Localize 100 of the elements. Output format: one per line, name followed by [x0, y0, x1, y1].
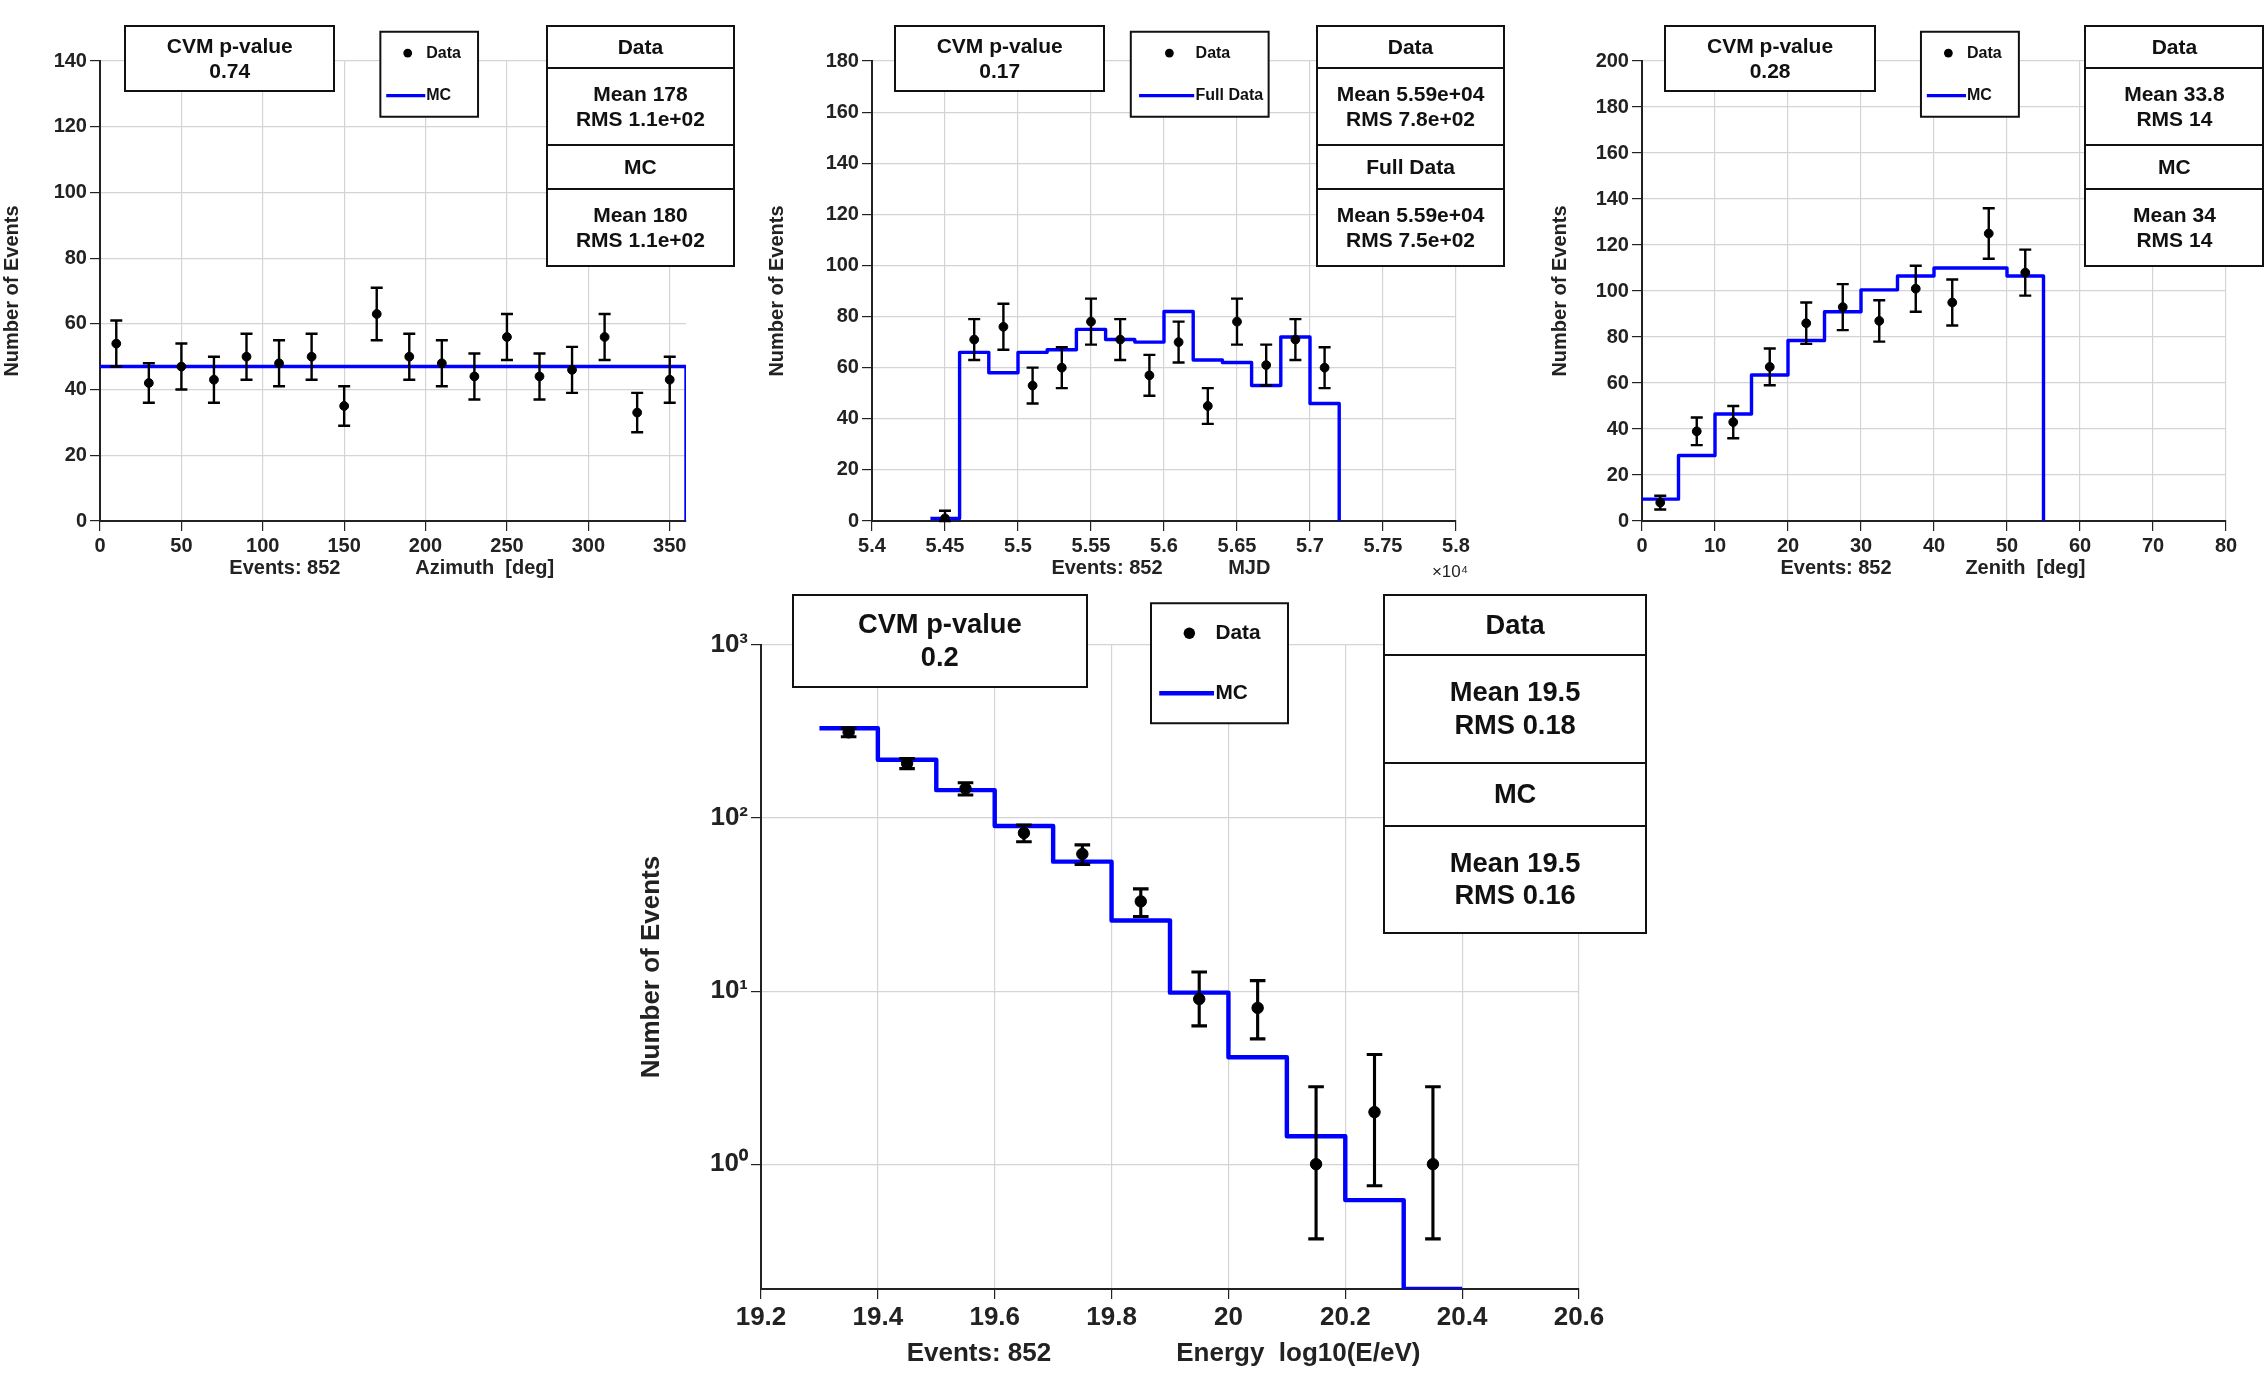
statistics-table: Data Mean 19.5 RMS 0.18 MC Mean 19.5 RMS 0.16	[1382, 593, 1648, 935]
y-tick-label: 120	[53, 114, 87, 137]
annotation: Mean 180 RMS 1.1e+02	[546, 190, 735, 267]
x-tick-label: 20.2	[1319, 1300, 1371, 1331]
x-tick-label: 70	[2141, 533, 2165, 556]
y-tick-label: 20	[1606, 462, 1629, 485]
y-tick-label: 180	[1595, 94, 1629, 117]
x-tick-label: 20	[1776, 533, 1800, 556]
x-axis-title: Azimuth [deg]	[415, 555, 555, 578]
y-axis-title: Number of Events	[634, 855, 665, 1079]
x-tick-label: 5.7	[1296, 533, 1324, 556]
y-axis-title: Number of Events	[0, 205, 22, 377]
x-tick-label: 5.4	[858, 533, 887, 556]
y-tick-label: 0	[847, 508, 859, 531]
y-tick-label: 20	[64, 442, 87, 465]
legend-label: MC	[1215, 679, 1248, 703]
p-value-box: CVM p-value 0.74	[124, 24, 336, 92]
x-tick-label: 5.8	[1442, 533, 1470, 556]
x-tick-label: 250	[490, 533, 524, 556]
x-tick-label: 19.4	[852, 1300, 904, 1331]
x-tick-label: 350	[653, 533, 687, 556]
y-tick-label: 100	[1595, 278, 1629, 301]
statistics-table: Data Mean 178 RMS 1.1e+02 MC Mean 180 RMS 1.1e+02	[546, 24, 735, 267]
y-tick-label: 0	[1617, 508, 1629, 531]
y-tick-label: 140	[825, 150, 859, 173]
x-tick-label: 19.2	[735, 1300, 787, 1331]
y-tick-label: 10²	[710, 801, 749, 832]
x-tick-label: 5.6	[1150, 533, 1178, 556]
p-value-box: CVM p-value 0.28	[1663, 24, 1877, 92]
p-value-box: CVM p-value 0.17	[893, 24, 1106, 92]
text: Events: 852	[1051, 555, 1163, 578]
y-tick-label: 40	[64, 377, 87, 400]
y-tick-label: 60	[836, 355, 859, 378]
y-tick-label: 120	[825, 201, 859, 224]
annotation: Mean 34 RMS 14	[2084, 190, 2265, 267]
annotation: Mean 33.8 RMS 14	[2084, 69, 2265, 146]
text: Events: 852	[1780, 555, 1892, 578]
annotation: MC	[1382, 763, 1648, 827]
x-axis-title: MJD	[1228, 555, 1271, 578]
annotation: Mean 178 RMS 1.1e+02	[546, 69, 735, 146]
x-tick-label: 0	[1636, 533, 1648, 556]
x-tick-label: 0	[94, 533, 106, 556]
annotation: Mean 5.59e+04 RMS 7.5e+02	[1316, 190, 1505, 267]
y-tick-label: 120	[1595, 232, 1629, 255]
p-value-box: CVM p-value 0.2	[791, 593, 1089, 689]
text: Events: 852	[906, 1336, 1052, 1367]
y-tick-label: 40	[1606, 416, 1629, 439]
y-axis-title: Number of Events	[764, 205, 787, 377]
y-tick-label: 160	[825, 99, 859, 122]
legend-label: Full Data	[1195, 85, 1264, 103]
x-tick-label: 19.6	[969, 1300, 1021, 1331]
y-tick-label: 140	[1595, 186, 1629, 209]
x-tick-label: 30	[1849, 533, 1873, 556]
legend-label: Data	[1215, 619, 1261, 643]
y-tick-label: 100	[825, 252, 859, 275]
y-tick-label: 20	[836, 457, 859, 480]
y-tick-label: 100	[53, 179, 87, 202]
x-tick-label: 19.8	[1086, 1300, 1137, 1331]
x-tick-label: 5.5	[1004, 533, 1032, 556]
y-tick-label: 80	[1606, 324, 1629, 347]
y-tick-label: 80	[64, 245, 87, 268]
text: ×10⁴	[1431, 561, 1469, 581]
text: Events: 852	[229, 555, 341, 578]
x-tick-label: 200	[408, 533, 443, 556]
annotation: Full Data	[1316, 145, 1505, 191]
text: Data	[1387, 35, 1434, 59]
y-tick-label: 200	[1595, 48, 1629, 71]
x-tick-label: 20	[1213, 1300, 1243, 1331]
annotation: MC	[546, 145, 735, 191]
statistics-table: Data Mean 33.8 RMS 14 MC Mean 34 RMS 14	[2084, 24, 2265, 267]
x-tick-label: 5.45	[925, 533, 965, 556]
x-tick-label: 5.75	[1363, 533, 1403, 556]
x-tick-label: 5.65	[1217, 533, 1257, 556]
legend-label: Data	[426, 43, 462, 61]
y-tick-label: 60	[1606, 370, 1629, 393]
annotation: Mean 5.59e+04 RMS 7.8e+02	[1316, 69, 1505, 146]
x-tick-label: 80	[2214, 533, 2238, 556]
x-tick-label: 300	[571, 533, 606, 556]
x-tick-label: 100	[246, 533, 280, 556]
x-axis-title: Energy log10(E/eV)	[1176, 1336, 1421, 1367]
y-tick-label: 10⁰	[710, 1147, 749, 1178]
y-tick-label: 10³	[710, 628, 749, 659]
x-axis-title: Zenith [deg]	[1965, 555, 2086, 578]
x-tick-label: 50	[170, 533, 193, 556]
legend-label: Data	[1195, 43, 1231, 61]
legend-label: Data	[1966, 43, 2002, 61]
annotation: Mean 19.5 RMS 0.16	[1382, 826, 1648, 935]
y-tick-label: 80	[836, 304, 859, 327]
x-tick-label: 60	[2068, 533, 2092, 556]
x-tick-label: 150	[327, 533, 361, 556]
x-tick-label: 50	[1995, 533, 2019, 556]
y-tick-label: 40	[836, 406, 859, 429]
legend-label: MC	[1966, 85, 1993, 103]
annotation: Mean 19.5 RMS 0.18	[1382, 656, 1648, 764]
y-tick-label: 60	[64, 311, 87, 334]
y-tick-label: 160	[1595, 140, 1629, 163]
y-axis-title: Number of Events	[1547, 205, 1570, 377]
y-tick-label: 180	[825, 48, 859, 71]
x-tick-label: 20.6	[1553, 1300, 1605, 1331]
x-tick-label: 20.4	[1436, 1300, 1488, 1331]
